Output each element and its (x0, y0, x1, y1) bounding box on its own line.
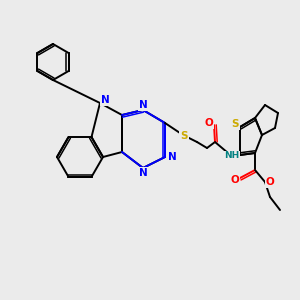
Text: O: O (266, 177, 274, 187)
Text: O: O (205, 118, 213, 128)
Text: N: N (168, 152, 176, 162)
Text: N: N (100, 95, 109, 105)
Text: S: S (180, 131, 188, 141)
Text: NH: NH (224, 152, 240, 160)
Text: N: N (139, 168, 147, 178)
Text: O: O (231, 175, 239, 185)
Text: N: N (139, 100, 147, 110)
Text: S: S (231, 119, 239, 129)
